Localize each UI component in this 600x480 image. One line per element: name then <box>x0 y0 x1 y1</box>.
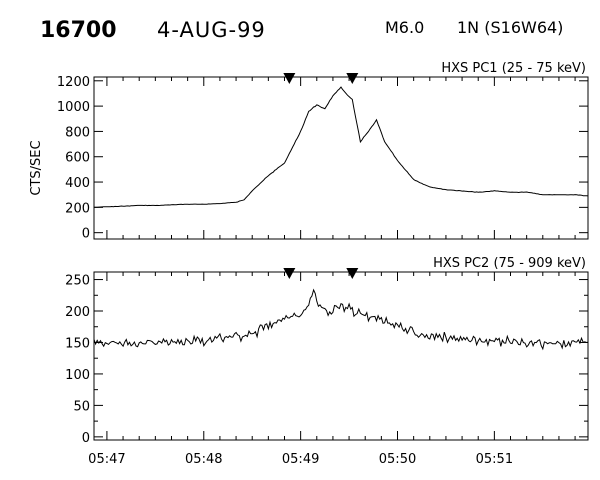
panel2-y-tick-label: 250 <box>65 274 90 289</box>
panel1-title: HXS PC1 (25 - 75 keV) <box>441 61 586 76</box>
panel2-x-tick-label: 05:51 <box>476 452 513 467</box>
panel2-y-tick-label: 0 <box>82 431 90 446</box>
panel2-frame <box>93 271 589 441</box>
panel2-x-tick-label: 05:50 <box>379 452 416 467</box>
panel1-y-tick-label: 0 <box>82 227 90 242</box>
event-number: 16700 <box>40 18 117 43</box>
flare-class: M6.0 <box>385 18 425 37</box>
panel2-series-line <box>93 288 589 351</box>
panel1-y-tick-label: 1000 <box>57 100 90 115</box>
panel1-flare-marker <box>283 73 296 84</box>
panel2-x-tick-label: 05:47 <box>88 452 125 467</box>
flare-location: 1N (S16W64) <box>457 18 564 37</box>
panel2-x-tick-label: 05:49 <box>282 452 319 467</box>
panel1-y-tick-label: 400 <box>65 176 90 191</box>
panel2-y-tick-label: 100 <box>65 368 90 383</box>
event-date: 4-AUG-99 <box>157 18 266 42</box>
panel1-y-axis-label: CTS/SEC <box>29 140 44 195</box>
panel1-flare-marker <box>346 73 359 84</box>
panel1-y-tick-label: 600 <box>65 151 90 166</box>
panel2-y-tick-label: 50 <box>73 399 90 414</box>
panel1-y-tick-label: 800 <box>65 125 90 140</box>
panel2-x-tick-label: 05:48 <box>185 452 222 467</box>
panel1-frame <box>93 76 589 240</box>
panel1-series-line <box>94 86 589 208</box>
panel2-flare-marker <box>346 268 359 279</box>
panel2-y-tick-label: 150 <box>65 336 90 351</box>
panel1-y-tick-label: 200 <box>65 201 90 216</box>
panel1-y-tick-label: 1200 <box>57 75 90 90</box>
panel2-title: HXS PC2 (75 - 909 keV) <box>433 256 586 271</box>
panel2-flare-marker <box>283 268 296 279</box>
panel2-y-tick-label: 200 <box>65 305 90 320</box>
